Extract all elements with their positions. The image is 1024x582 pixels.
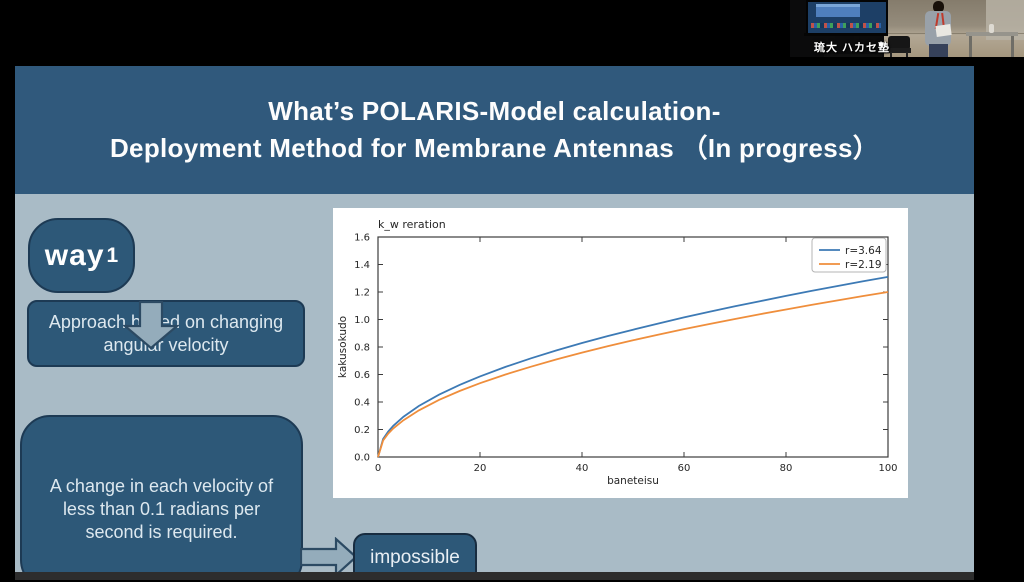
requirement-line3: second is required. xyxy=(85,522,238,542)
right-arrow-icon xyxy=(300,537,358,572)
slide-title-line2: Deployment Method for Membrane Antennas … xyxy=(109,133,880,163)
way-badge-number: 1 xyxy=(106,243,119,267)
slide-title-line1: What’s POLARIS-Model calculation- xyxy=(268,96,721,126)
webcam-tile[interactable]: 琉大 ハカセ塾 xyxy=(790,0,1024,57)
tv-bezel xyxy=(804,33,888,36)
y-tick-label: 0.6 xyxy=(354,370,370,381)
requirement-line1: A change in each velocity of xyxy=(49,476,274,496)
impossible-label: impossible xyxy=(370,547,460,568)
y-tick-label: 0.2 xyxy=(354,425,370,436)
paper-sheet xyxy=(935,24,952,37)
y-tick-label: 1.0 xyxy=(354,315,370,326)
table-leg xyxy=(1011,36,1014,57)
y-tick-label: 1.6 xyxy=(354,233,370,244)
presenter-head xyxy=(933,1,944,12)
legend-label: r=3.64 xyxy=(845,245,882,257)
y-tick-label: 0.0 xyxy=(354,453,370,464)
way1-badge: way 1 xyxy=(28,218,135,293)
tv-stand-leg xyxy=(830,36,835,55)
presenter-pants xyxy=(929,44,948,57)
requirement-box: A change in each velocity of less than 0… xyxy=(20,415,303,572)
bottle xyxy=(989,24,994,33)
chart-title: k_w reration xyxy=(378,218,446,231)
tv-stand-base xyxy=(824,54,882,57)
chart-panel: 0 20 40 60 80 100 0.0 0.2 0.4 0.6 0.8 1.0 1.2 1.4 1.6 k… xyxy=(333,208,908,498)
x-axis-label: baneteisu xyxy=(607,475,659,487)
impossible-box: impossible xyxy=(353,533,477,572)
approach-box-line1: Approach based on changing xyxy=(48,311,284,332)
right-arrow-shape xyxy=(300,537,358,572)
x-tick-label: 20 xyxy=(474,463,487,474)
bottom-strip xyxy=(15,572,974,580)
slide-title-banner: What’s POLARIS-Model calculation- Deploy… xyxy=(15,66,974,194)
tv-window-titlebar xyxy=(816,4,860,7)
chair-leg xyxy=(890,52,892,57)
x-tick-label: 80 xyxy=(780,463,793,474)
plot-frame xyxy=(377,236,889,458)
y-tick-label: 1.2 xyxy=(354,288,370,299)
tv-window xyxy=(816,4,860,17)
x-tick-label: 0 xyxy=(375,463,381,474)
requirement-line2: less than 0.1 radians per xyxy=(62,499,261,519)
slide-body: way 1 Approach based on changing angular… xyxy=(15,194,974,572)
slide: What’s POLARIS-Model calculation- Deploy… xyxy=(15,66,974,572)
y-tick-label: 0.4 xyxy=(354,398,370,409)
x-tick-label: 100 xyxy=(878,463,897,474)
k-w-relation-chart: 0 20 40 60 80 100 0.0 0.2 0.4 0.6 0.8 1.0 1.2 1.4 1.6 k… xyxy=(337,218,898,487)
series-line-r=3.64 xyxy=(377,276,889,458)
table xyxy=(966,32,1018,36)
tv-taskbar xyxy=(811,23,881,28)
chair-leg xyxy=(906,52,908,57)
y-axis-label: kakusokudo xyxy=(337,316,349,378)
webcam-name-label: 琉大 ハカセ塾 xyxy=(814,42,891,54)
approach-box-line2: angular velocity xyxy=(103,334,229,355)
chair xyxy=(888,36,910,50)
x-tick-label: 60 xyxy=(678,463,691,474)
tv-stand-leg xyxy=(854,36,859,55)
tv-screen xyxy=(806,0,888,35)
y-tick-label: 0.8 xyxy=(354,343,370,354)
chair-seat xyxy=(887,48,911,53)
table-leg xyxy=(969,36,972,57)
legend-label: r=2.19 xyxy=(845,259,882,271)
down-arrow-icon xyxy=(123,301,179,349)
wall-rail xyxy=(884,33,1024,34)
down-arrow-shape xyxy=(123,301,179,349)
way-badge-label: way xyxy=(44,238,105,272)
x-tick-label: 40 xyxy=(576,463,589,474)
y-tick-label: 1.4 xyxy=(354,260,370,271)
series-line-r=2.19 xyxy=(377,291,889,458)
